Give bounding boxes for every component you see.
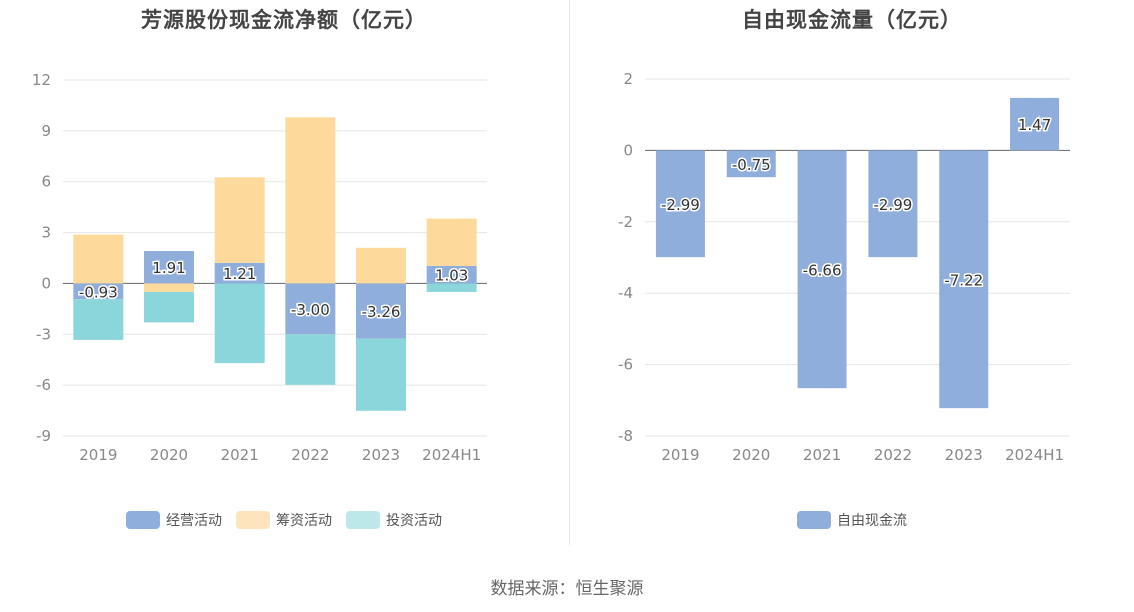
cash-flow-stacked-bar-chart: 12 9 6 3 0 -3 -6 -9 2019 2020 2021 2022 2023 2024H1 -0… <box>32 71 487 464</box>
bar-投资活动-2021 <box>214 283 265 364</box>
legend-label-free-cash-flow: 自由现金流 <box>837 513 907 529</box>
x-tick-label: 2024H1 <box>1005 446 1064 464</box>
data-label-2022: -3.00 <box>291 301 330 319</box>
x-tick-label: 2023 <box>945 446 983 464</box>
panel-divider <box>569 0 570 545</box>
bar-自由现金流-2023 <box>939 150 989 409</box>
x-tick-label: 2022 <box>291 446 329 464</box>
data-label-2023: -7.22 <box>944 271 983 289</box>
legend-swatch-operating <box>126 511 160 529</box>
bar-自由现金流-2022 <box>868 150 918 258</box>
data-label-2021: -6.66 <box>803 261 842 279</box>
x-tick-label: 2024H1 <box>422 446 481 464</box>
bar-经营活动-2023 <box>356 283 406 339</box>
y-tick-label: -4 <box>618 284 633 302</box>
y-tick-label: 0 <box>623 141 633 159</box>
bar-筹资活动-2023 <box>356 247 406 284</box>
free-cash-flow-chart-panel: 自由现金流量（亿元） 2 0 -2 -4 -6 -8 2019 2020 2021 2022 202… <box>570 0 1134 545</box>
y-tick-label: -6 <box>618 356 633 374</box>
bar-经营活动-2024H1 <box>426 265 477 284</box>
legend-label-investing: 投资活动 <box>386 513 442 529</box>
cash-flow-chart-panel: 芳源股份现金流净额（亿元） 12 9 6 3 0 -3 -6 -9 2019 2020 2021 20… <box>0 0 568 545</box>
data-label-2023: -3.26 <box>362 303 401 321</box>
y-tick-label: 12 <box>32 71 51 89</box>
bar-筹资活动-2022 <box>285 117 336 284</box>
bar-自由现金流-2019 <box>655 150 705 258</box>
bar-经营活动-2020 <box>144 251 194 284</box>
y-tick-label: 3 <box>41 224 51 242</box>
bar-经营活动-2019 <box>73 283 124 300</box>
y-tick-label: -6 <box>36 376 51 394</box>
bar-筹资活动-2020 <box>144 283 194 292</box>
y-tick-label: 6 <box>41 173 51 191</box>
data-label-2019: -0.93 <box>79 283 118 301</box>
x-tick-label: 2021 <box>803 446 841 464</box>
x-tick-label: 2020 <box>732 446 770 464</box>
legend-item-investing[interactable]: 投资活动 <box>346 510 442 530</box>
bar-投资活动-2019 <box>73 299 124 340</box>
bar-经营活动-2021 <box>214 262 265 284</box>
data-label-2022: -2.99 <box>874 196 913 214</box>
x-tick-label: 2022 <box>874 446 912 464</box>
x-tick-label: 2019 <box>79 446 117 464</box>
bar-投资活动-2023 <box>356 338 406 411</box>
legend-item-free-cash-flow[interactable]: 自由现金流 <box>797 510 907 530</box>
data-label-2024H1: 1.03 <box>435 267 468 285</box>
right-chart-legend: 自由现金流 <box>570 510 1134 530</box>
data-label-2019: -2.99 <box>661 196 700 214</box>
bar-自由现金流-2020 <box>726 150 776 178</box>
bar-投资活动-2022 <box>285 334 336 385</box>
y-tick-label: -3 <box>36 325 51 343</box>
y-tick-label: -8 <box>618 427 633 445</box>
y-tick-label: -2 <box>618 213 633 231</box>
data-label-2021: 1.21 <box>223 265 256 283</box>
bar-自由现金流-2021 <box>797 150 847 389</box>
bar-投资活动-2020 <box>144 291 194 323</box>
legend-swatch-free-cash-flow <box>797 511 831 529</box>
x-tick-label: 2019 <box>661 446 699 464</box>
x-tick-label: 2020 <box>150 446 188 464</box>
legend-swatch-investing <box>346 511 380 529</box>
y-tick-label: 0 <box>41 274 51 292</box>
bar-筹资活动-2019 <box>73 234 124 284</box>
bar-投资活动-2024H1 <box>426 283 477 292</box>
data-source-footer: 数据来源：恒生聚源 <box>490 579 644 599</box>
data-label-2020: 1.91 <box>152 259 185 277</box>
legend-item-operating[interactable]: 经营活动 <box>126 510 222 530</box>
y-tick-label: 2 <box>623 70 633 88</box>
bar-筹资活动-2021 <box>214 177 265 263</box>
y-tick-label: -9 <box>36 427 51 445</box>
free-cash-flow-bar-chart: 2 0 -2 -4 -6 -8 2019 2020 2021 2022 2023 2024H1 -2.9… <box>618 70 1070 464</box>
legend-label-operating: 经营活动 <box>166 513 222 529</box>
legend-item-financing[interactable]: 筹资活动 <box>236 510 332 530</box>
y-tick-label: 9 <box>41 122 51 140</box>
x-tick-label: 2021 <box>221 446 259 464</box>
right-chart-title: 自由现金流量（亿元） <box>742 8 962 32</box>
bar-经营活动-2022 <box>285 283 336 335</box>
x-tick-label: 2023 <box>362 446 400 464</box>
left-chart-title: 芳源股份现金流净额（亿元） <box>141 8 427 32</box>
bar-筹资活动-2024H1 <box>426 218 477 266</box>
left-chart-legend: 经营活动 筹资活动 投资活动 <box>0 510 568 530</box>
data-label-2024H1: 1.47 <box>1018 116 1051 134</box>
data-label-2020: -0.75 <box>732 156 771 174</box>
legend-label-financing: 筹资活动 <box>276 513 332 529</box>
bar-自由现金流-2024H1 <box>1010 97 1060 151</box>
legend-swatch-financing <box>236 511 270 529</box>
